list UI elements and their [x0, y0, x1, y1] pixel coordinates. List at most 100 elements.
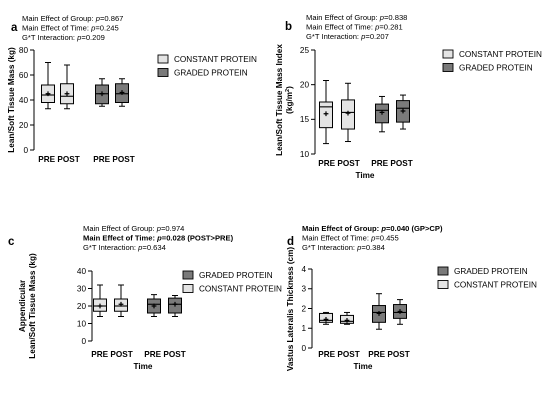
stats-p-symbol: p [156, 224, 161, 233]
x-group-label: PRE POST [318, 159, 359, 168]
mean-marker [400, 108, 406, 114]
stats-p-symbol: p [76, 33, 81, 42]
legend-swatch [157, 54, 169, 64]
mean-marker [397, 309, 403, 314]
stats-label: Main Effect of Time: [22, 24, 91, 33]
stats-p-symbol: p [90, 24, 95, 33]
mean-marker [376, 311, 382, 316]
legend-label: CONSTANT PROTEIN [174, 55, 257, 64]
stats-line: G*T Interaction: p=0.384 [302, 243, 385, 252]
legend-label: GRADED PROTEIN [454, 267, 528, 276]
stats-value: =0.209 [81, 33, 104, 42]
stats-line: Main Effect of Group: p=0.867 [22, 14, 123, 23]
y-axis-title: Appendicular [18, 279, 27, 332]
stats-value: =0.974 [161, 224, 184, 233]
stats-p-symbol: p [380, 224, 386, 233]
y-tick-label: 80 [19, 46, 29, 55]
mean-marker [344, 317, 350, 323]
y-tick-label: 40 [77, 267, 87, 276]
stats-label: Main Effect of Time: [302, 234, 371, 243]
y-axis-title-text: Lean/Soft Tissue Mass (kg) [7, 47, 16, 153]
stats-value: =0.838 [384, 13, 407, 22]
stats-label: Main Effect of Group: [22, 14, 96, 23]
stats-value: =0.040 (GP>CP) [386, 224, 443, 233]
y-axis-title: Lean/Soft Tissue Mass Index [275, 44, 284, 156]
stats-p-symbol: p [374, 23, 379, 32]
mean-marker [323, 111, 329, 117]
y-axis-title-text: Vastus Lateralis Thickness (cm) [286, 247, 295, 372]
x-axis-title: Time [134, 362, 153, 371]
y-tick-label: 1 [301, 324, 306, 333]
mean-marker [172, 301, 178, 307]
stats-p-symbol: p [156, 234, 162, 243]
y-tick-label: 15 [300, 115, 310, 124]
x-group-label: PRE POST [371, 159, 412, 168]
panel-letter: a [11, 22, 18, 34]
y-axis-title-superscript: 2 [285, 89, 291, 92]
legend-label: GRADED PROTEIN [199, 271, 273, 280]
legend-label: CONSTANT PROTEIN [454, 281, 537, 290]
legend-swatch [442, 49, 454, 59]
stats-p-symbol: p [356, 243, 361, 252]
y-tick-label: 25 [300, 46, 310, 55]
stats-line: G*T Interaction: p=0.209 [22, 33, 105, 42]
mean-marker [118, 301, 124, 307]
y-tick-label: 60 [19, 71, 29, 80]
y-axis-title: Lean/Soft Tissue Mass (kg) [28, 253, 37, 359]
y-tick-label: 10 [300, 150, 310, 159]
x-group-label: PRE POST [318, 350, 359, 359]
legend-label: CONSTANT PROTEIN [459, 50, 542, 59]
stats-line: Main Effect of Time: p=0.455 [302, 234, 399, 243]
y-axis-title-text: (kg/m [285, 92, 294, 114]
stats-p-symbol: p [95, 14, 100, 23]
y-tick-label: 10 [77, 319, 87, 328]
y-axis-title-text: Lean/Soft Tissue Mass Index [275, 44, 284, 156]
y-axis-title: Vastus Lateralis Thickness (cm) [286, 247, 295, 372]
x-group-label: PRE POST [93, 155, 134, 164]
stats-value: =0.634 [142, 243, 165, 252]
y-tick-label: 30 [77, 284, 87, 293]
legend-swatch [157, 68, 169, 77]
legend-swatch [182, 270, 194, 280]
stats-value: =0.028 (POST>PRE) [162, 234, 234, 243]
stats-p-symbol: p [370, 234, 375, 243]
stats-label: Main Effect of Time: [306, 23, 375, 32]
y-axis-title-text: Appendicular [18, 279, 27, 332]
mean-marker [379, 110, 385, 115]
y-tick-label: 20 [300, 80, 310, 89]
stats-label: G*T Interaction: [22, 33, 77, 42]
stats-label: G*T Interaction: [302, 243, 357, 252]
stats-line: Main Effect of Group: p=0.974 [83, 224, 184, 233]
stats-label: Main Effect of Group: [83, 224, 157, 233]
stats-value: =0.207 [365, 32, 388, 41]
stats-line: Main Effect of Time: p=0.245 [22, 24, 119, 33]
legend-swatch [182, 284, 194, 293]
stats-line: Main Effect of Group: p=0.838 [306, 13, 407, 22]
stats-value: =0.867 [100, 14, 123, 23]
legend-label: GRADED PROTEIN [459, 64, 533, 73]
stats-label: Main Effect of Group: [302, 224, 381, 233]
stats-line: Main Effect of Time: p=0.028 (POST>PRE) [83, 234, 234, 243]
y-tick-label: 20 [77, 302, 87, 311]
stats-label: G*T Interaction: [83, 243, 138, 252]
stats-value: =0.384 [361, 243, 384, 252]
legend-swatch [437, 280, 449, 289]
panel-letter: c [8, 236, 15, 248]
stats-line: G*T Interaction: p=0.634 [83, 243, 166, 252]
panel-letter: d [287, 236, 294, 248]
panel-letter: b [285, 21, 292, 33]
y-tick-label: 3 [301, 285, 306, 294]
y-tick-label: 2 [301, 304, 306, 313]
stats-label: Main Effect of Group: [306, 13, 380, 22]
x-group-label: PRE POST [38, 155, 79, 164]
stats-line: G*T Interaction: p=0.207 [306, 32, 389, 41]
stats-line: Main Effect of Group: p=0.040 (GP>CP) [302, 224, 443, 233]
x-axis-title: Time [354, 362, 373, 371]
y-axis-title: (kg/m2) [285, 86, 294, 114]
y-tick-label: 40 [19, 96, 29, 105]
